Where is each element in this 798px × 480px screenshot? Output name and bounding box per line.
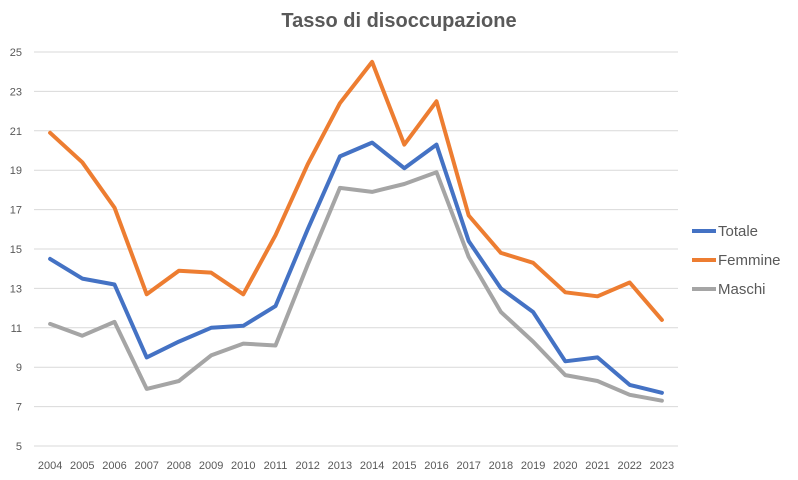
y-tick-label: 7	[16, 402, 22, 414]
x-tick-label: 2006	[102, 460, 126, 472]
x-tick-label: 2014	[360, 460, 384, 472]
legend-label: Totale	[718, 223, 758, 240]
x-tick-label: 2018	[489, 460, 513, 472]
series-line-maschi	[48, 170, 664, 403]
x-tick-label: 2015	[392, 460, 416, 472]
x-tick-label: 2020	[553, 460, 577, 472]
x-tick-label: 2023	[650, 460, 674, 472]
x-tick-label: 2022	[617, 460, 641, 472]
x-tick-label: 2009	[199, 460, 223, 472]
y-tick-label: 17	[10, 205, 22, 217]
y-tick-label: 21	[10, 126, 22, 138]
x-tick-label: 2004	[38, 460, 62, 472]
x-tick-label: 2007	[134, 460, 158, 472]
y-tick-label: 5	[16, 441, 22, 453]
x-tick-label: 2008	[167, 460, 191, 472]
chart-title: Tasso di disoccupazione	[281, 10, 517, 32]
series-line-totale	[48, 140, 664, 395]
x-tick-label: 2010	[231, 460, 255, 472]
y-tick-label: 25	[10, 47, 22, 59]
x-tick-label: 2021	[585, 460, 609, 472]
y-tick-label: 19	[10, 165, 22, 177]
y-tick-label: 9	[16, 362, 22, 374]
y-tick-label: 11	[11, 323, 22, 335]
x-tick-label: 2012	[295, 460, 319, 472]
x-tick-label: 2005	[70, 460, 94, 472]
x-tick-label: 2016	[424, 460, 448, 472]
x-tick-label: 2011	[264, 460, 288, 472]
y-tick-label: 23	[10, 86, 22, 98]
series-line-femmine	[48, 59, 664, 322]
y-tick-label: 15	[10, 244, 22, 256]
x-tick-label: 2019	[521, 460, 545, 472]
legend-label: Femmine	[718, 252, 781, 269]
x-tick-label: 2017	[456, 460, 480, 472]
x-tick-label: 2013	[328, 460, 352, 472]
y-tick-label: 13	[10, 283, 22, 295]
legend-label: Maschi	[718, 281, 766, 298]
